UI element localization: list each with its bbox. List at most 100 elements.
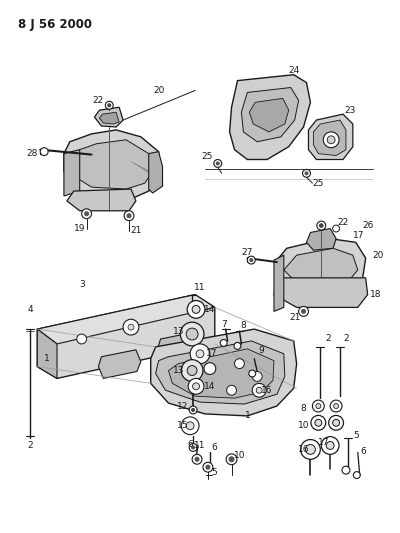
Text: 1: 1 <box>44 354 50 363</box>
Text: 6: 6 <box>187 440 193 449</box>
Circle shape <box>334 403 338 408</box>
Circle shape <box>323 132 339 148</box>
Polygon shape <box>306 229 336 250</box>
Text: 11: 11 <box>194 283 206 292</box>
Circle shape <box>187 366 197 375</box>
Circle shape <box>320 224 323 228</box>
Circle shape <box>192 454 202 464</box>
Circle shape <box>312 400 324 412</box>
Text: 6: 6 <box>211 443 217 452</box>
Circle shape <box>189 443 197 451</box>
Circle shape <box>250 259 253 262</box>
Polygon shape <box>274 278 368 308</box>
Circle shape <box>181 417 199 434</box>
Text: 20: 20 <box>153 86 164 95</box>
Circle shape <box>189 406 197 414</box>
Text: 12: 12 <box>176 401 188 410</box>
Polygon shape <box>249 99 289 132</box>
Circle shape <box>181 360 203 382</box>
Text: 14: 14 <box>204 305 216 314</box>
Text: 26: 26 <box>362 221 373 230</box>
Circle shape <box>124 211 134 221</box>
Circle shape <box>249 370 256 377</box>
Polygon shape <box>151 329 297 416</box>
Text: 27: 27 <box>242 248 253 257</box>
Circle shape <box>40 148 48 156</box>
Circle shape <box>321 437 339 454</box>
Text: 13: 13 <box>172 366 184 375</box>
Text: 18: 18 <box>370 290 381 299</box>
Circle shape <box>327 136 335 144</box>
Polygon shape <box>37 295 215 344</box>
Circle shape <box>188 378 204 394</box>
Text: 2: 2 <box>325 335 331 343</box>
Text: 6: 6 <box>361 447 366 456</box>
Circle shape <box>190 344 210 364</box>
Circle shape <box>229 457 234 462</box>
Text: 19: 19 <box>74 224 86 233</box>
Circle shape <box>214 159 222 167</box>
Circle shape <box>247 256 255 264</box>
Circle shape <box>306 445 315 454</box>
Polygon shape <box>67 189 136 211</box>
Polygon shape <box>37 329 57 378</box>
Polygon shape <box>158 332 200 361</box>
Circle shape <box>220 340 227 346</box>
Polygon shape <box>242 87 299 142</box>
Polygon shape <box>64 130 158 199</box>
Circle shape <box>196 350 204 358</box>
Text: 5: 5 <box>211 467 217 477</box>
Circle shape <box>192 446 194 449</box>
Polygon shape <box>156 341 285 404</box>
Text: 5: 5 <box>353 431 359 440</box>
Text: 16: 16 <box>298 445 309 454</box>
Circle shape <box>227 385 236 395</box>
Polygon shape <box>314 120 346 156</box>
Circle shape <box>85 212 88 216</box>
Text: 10: 10 <box>234 451 245 460</box>
Polygon shape <box>94 107 123 127</box>
Circle shape <box>127 214 131 217</box>
Circle shape <box>206 465 210 469</box>
Circle shape <box>305 172 308 175</box>
Text: 9: 9 <box>258 346 264 356</box>
Circle shape <box>234 342 241 349</box>
Circle shape <box>311 415 326 430</box>
Circle shape <box>186 422 194 430</box>
Text: 22: 22 <box>337 218 349 227</box>
Text: 11: 11 <box>194 441 206 450</box>
Circle shape <box>316 403 321 408</box>
Text: 17: 17 <box>318 438 329 447</box>
Circle shape <box>353 472 360 479</box>
Circle shape <box>252 372 262 382</box>
Circle shape <box>315 419 322 426</box>
Circle shape <box>333 419 340 426</box>
Polygon shape <box>37 295 215 378</box>
Circle shape <box>226 454 237 465</box>
Text: 7: 7 <box>221 320 226 329</box>
Circle shape <box>77 334 86 344</box>
Text: 14: 14 <box>204 382 216 391</box>
Circle shape <box>187 301 205 318</box>
Text: 17: 17 <box>353 231 364 240</box>
Circle shape <box>300 440 320 459</box>
Circle shape <box>329 415 344 430</box>
Text: 15: 15 <box>176 421 188 430</box>
Text: 24: 24 <box>288 66 299 75</box>
Circle shape <box>108 104 111 107</box>
Polygon shape <box>149 151 162 193</box>
Text: 22: 22 <box>93 96 104 105</box>
Circle shape <box>128 324 134 330</box>
Text: 10: 10 <box>298 421 309 430</box>
Polygon shape <box>98 350 141 378</box>
Text: 3: 3 <box>79 280 84 289</box>
Text: 25: 25 <box>201 152 212 161</box>
Text: 4: 4 <box>28 305 33 314</box>
Circle shape <box>234 359 244 368</box>
Text: 17: 17 <box>206 349 218 358</box>
Polygon shape <box>64 150 80 196</box>
Circle shape <box>330 400 342 412</box>
Text: 21: 21 <box>130 226 142 235</box>
Polygon shape <box>277 238 366 297</box>
Text: 1: 1 <box>244 411 250 421</box>
